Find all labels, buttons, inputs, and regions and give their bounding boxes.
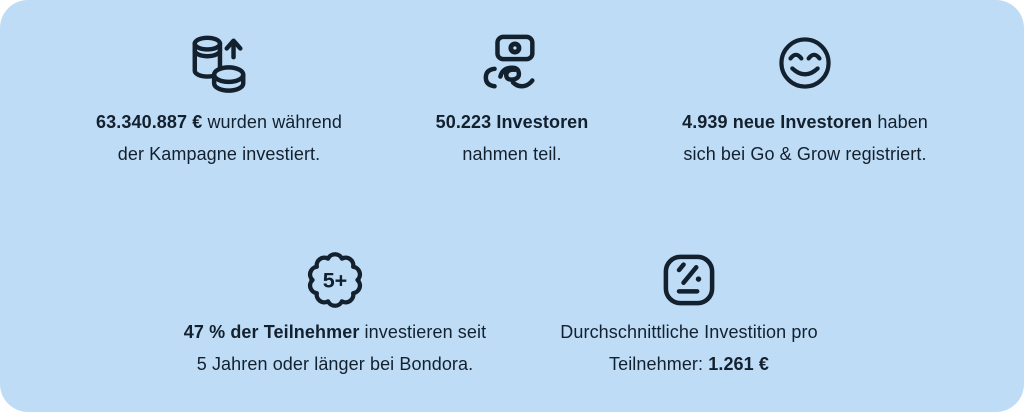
coins-arrow-up-icon — [188, 32, 250, 94]
stat-value: 63.340.887 € — [96, 112, 203, 132]
stat-text-line: 63.340.887 € wurden während — [96, 112, 342, 132]
stat-value: 47 % der Teilnehmer — [183, 322, 360, 342]
stats-row-bottom: 5+ 47 % der Teilnehmer investieren seit … — [0, 250, 1024, 380]
banknote-handshake-icon — [481, 32, 543, 94]
smiley-face-icon — [776, 32, 834, 94]
stat-text-line: 5 Jahren oder länger bei Bondora. — [196, 354, 474, 374]
badge-5plus-icon: 5+ — [305, 250, 365, 310]
stat-investors-participated: 50.223 Investoren nahmen teil. — [366, 32, 659, 170]
stats-row-top: 63.340.887 € wurden während der Kampagne… — [0, 0, 1024, 170]
stat-text-line: Durchschnittliche Investition pro — [560, 322, 818, 342]
stat-text-line: 50.223 Investoren — [436, 106, 589, 138]
stat-value: 1.261 € — [708, 354, 769, 374]
stat-value: 4.939 neue Investoren — [682, 112, 873, 132]
stat-longterm-participants: 5+ 47 % der Teilnehmer investieren seit … — [158, 250, 512, 380]
badge-label: 5+ — [323, 268, 348, 293]
percentage-average-icon — [660, 250, 718, 310]
stat-text-line: 47 % der Teilnehmer investieren seit — [183, 322, 487, 342]
stat-text-line: 4.939 neue Investoren haben — [682, 112, 928, 132]
stat-text-line: der Kampagne investiert. — [117, 144, 321, 164]
stat-value: 50.223 Investoren — [435, 112, 589, 132]
stat-text-line: sich bei Go & Grow registriert. — [683, 144, 927, 164]
stat-new-investors: 4.939 neue Investoren haben sich bei Go … — [659, 32, 952, 170]
stat-text-line: Teilnehmer: 1.261 € — [608, 354, 769, 374]
stat-average-investment: Durchschnittliche Investition pro Teilne… — [512, 250, 866, 380]
stat-text-line: nahmen teil. — [462, 144, 562, 164]
stat-campaign-invested: 63.340.887 € wurden während der Kampagne… — [73, 32, 366, 170]
